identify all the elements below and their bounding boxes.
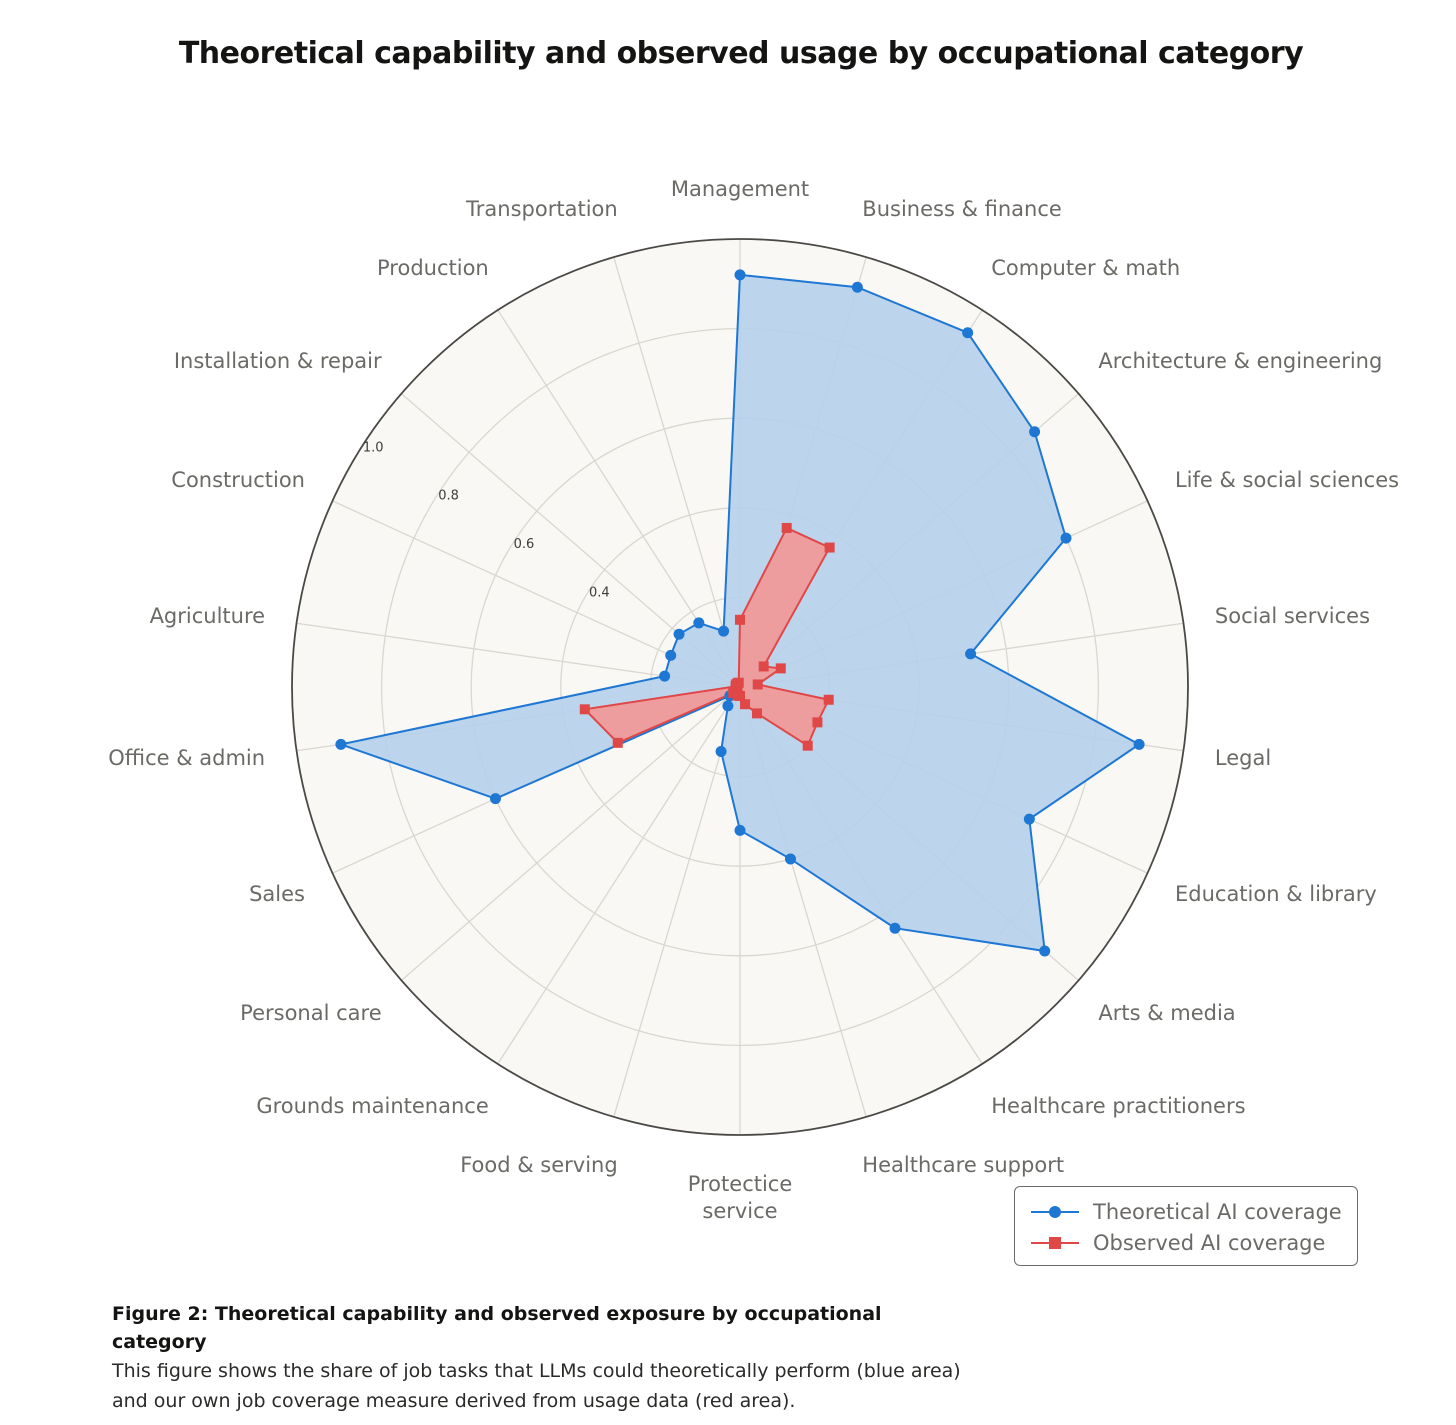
point-observed-21[interactable] (733, 677, 744, 688)
point-observed-9[interactable] (751, 708, 762, 719)
point-observed-8[interactable] (802, 740, 813, 751)
point-observed-16[interactable] (579, 704, 590, 715)
category-label-8: Arts & media (1098, 1001, 1235, 1025)
category-label-21: Transportation (465, 197, 618, 221)
caption-title: Figure 2: Theoretical capability and obs… (112, 1303, 882, 1353)
point-theoretical-18[interactable] (665, 649, 677, 661)
legend: Theoretical AI coverage Observed AI cove… (1014, 1186, 1358, 1266)
point-theoretical-16[interactable] (335, 738, 347, 750)
point-theoretical-11[interactable] (734, 824, 746, 836)
point-observed-6[interactable] (823, 694, 834, 705)
point-theoretical-12[interactable] (715, 745, 727, 757)
point-theoretical-10[interactable] (784, 853, 796, 865)
category-label-17: Agriculture (150, 604, 266, 628)
category-label-18: Construction (171, 468, 305, 492)
category-label-0: Management (671, 177, 809, 201)
radar-markers (335, 269, 1145, 957)
point-observed-7[interactable] (812, 717, 823, 728)
point-theoretical-21[interactable] (718, 625, 730, 637)
point-observed-3[interactable] (758, 661, 769, 672)
point-observed-15[interactable] (612, 737, 623, 748)
grid-spoke (613, 686, 741, 1118)
category-label-11: Protectice service (688, 1172, 793, 1223)
point-theoretical-15[interactable] (489, 793, 501, 805)
category-label-1: Business & finance (862, 197, 1062, 221)
caption-body: This figure shows the share of job tasks… (112, 1360, 961, 1412)
legend-item-theoretical[interactable]: Theoretical AI coverage (1031, 1197, 1342, 1227)
point-theoretical-19[interactable] (673, 628, 685, 640)
category-label-5: Social services (1215, 604, 1370, 628)
radial-tick-label: 0.4 (589, 586, 610, 601)
point-observed-0[interactable] (735, 614, 745, 625)
point-theoretical-3[interactable] (1029, 426, 1041, 438)
radar-outer-ring (291, 238, 1189, 1136)
radar-chart: Management Business & finance Computer & m… (108, 177, 1399, 1223)
point-observed-2[interactable] (824, 542, 835, 553)
category-label-13: Grounds maintenance (256, 1094, 488, 1118)
radial-tick-label: 0.6 (514, 537, 535, 552)
point-theoretical-4[interactable] (1060, 532, 1072, 544)
legend-item-observed[interactable]: Observed AI coverage (1031, 1228, 1325, 1258)
category-label-3: Architecture & engineering (1098, 349, 1382, 373)
category-label-10: Healthcare support (862, 1153, 1064, 1177)
legend-label-theoretical: Theoretical AI coverage (1093, 1200, 1342, 1224)
radial-tick-label: 0.8 (438, 489, 459, 504)
grid-spoke (613, 256, 741, 688)
point-theoretical-1[interactable] (851, 281, 863, 293)
category-label-2: Computer & math (991, 256, 1180, 280)
point-theoretical-0[interactable] (734, 269, 746, 281)
point-observed-4[interactable] (775, 663, 786, 674)
category-label-19: Installation & repair (174, 349, 382, 373)
point-theoretical-13[interactable] (722, 700, 734, 712)
category-label-12: Food & serving (460, 1153, 617, 1177)
point-theoretical-8[interactable] (1039, 945, 1051, 957)
category-label-20: Production (377, 256, 489, 280)
point-observed-5[interactable] (752, 679, 763, 690)
category-label-7: Education & library (1175, 882, 1377, 906)
point-theoretical-17[interactable] (659, 670, 671, 682)
category-label-14: Personal care (240, 1001, 381, 1025)
point-theoretical-9[interactable] (889, 922, 901, 934)
legend-marker-square-icon (1031, 1237, 1079, 1249)
category-label-6: Legal (1215, 746, 1271, 770)
category-label-15: Sales (249, 882, 305, 906)
chart-title: Theoretical capability and observed usag… (178, 36, 1304, 71)
figure-caption: Figure 2: Theoretical capability and obs… (112, 1300, 972, 1416)
radial-tick-labels: 0.4 0.6 0.8 1.0 (363, 440, 610, 600)
point-observed-14[interactable] (728, 687, 739, 698)
point-theoretical-6[interactable] (1133, 738, 1145, 750)
category-label-16: Office & admin (108, 746, 265, 770)
point-theoretical-2[interactable] (962, 327, 974, 339)
point-theoretical-5[interactable] (965, 648, 977, 660)
legend-label-observed: Observed AI coverage (1093, 1231, 1326, 1255)
grid-spoke (400, 686, 741, 981)
point-observed-10[interactable] (740, 699, 751, 710)
category-labels: Management Business & finance Computer & m… (108, 177, 1399, 1223)
category-label-9: Healthcare practitioners (991, 1094, 1245, 1118)
legend-marker-circle-icon (1031, 1206, 1079, 1218)
point-observed-1[interactable] (781, 522, 792, 533)
point-theoretical-7[interactable] (1023, 813, 1035, 825)
category-label-4: Life & social sciences (1175, 468, 1399, 492)
radial-tick-label: 1.0 (363, 440, 384, 455)
point-theoretical-20[interactable] (693, 617, 705, 629)
grid-spoke (497, 686, 741, 1065)
